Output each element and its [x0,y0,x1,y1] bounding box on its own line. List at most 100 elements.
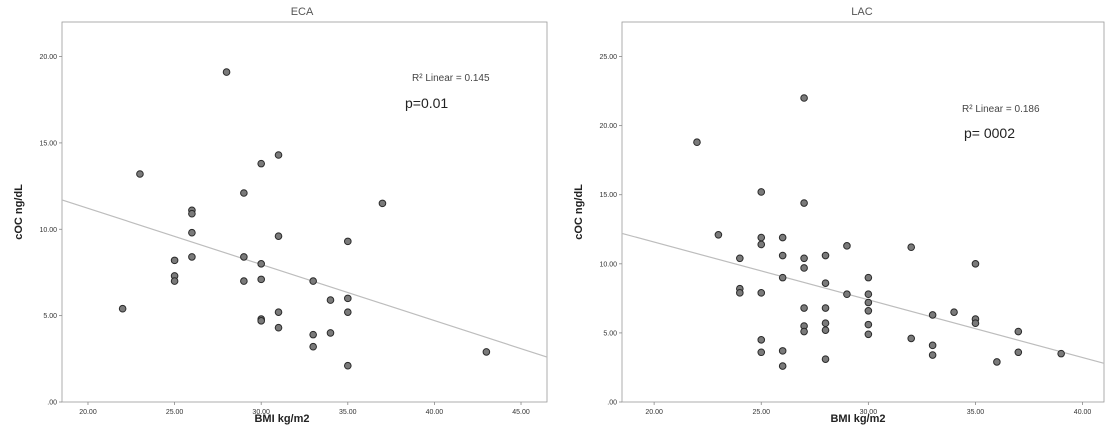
data-point [801,200,808,207]
data-point [951,309,958,316]
data-point [275,324,282,331]
data-point [801,265,808,272]
data-point [715,232,722,239]
data-point [694,139,701,146]
data-point [310,331,317,338]
data-point [865,299,872,306]
data-point [483,349,490,356]
data-point [865,274,872,281]
y-tick-label: 25.00 [599,54,617,61]
data-point [241,190,248,197]
data-point [779,252,786,259]
y-tick-label: 15.00 [599,192,617,199]
data-point [779,348,786,355]
p-value-annotation: p=0.01 [405,95,448,111]
data-point [258,276,265,283]
data-point [171,257,178,264]
data-point [801,328,808,335]
x-tick-label: 45.00 [512,409,530,416]
y-axis-label: cOC ng/dL [573,184,585,240]
data-point [737,255,744,262]
data-point [972,261,979,268]
x-tick-label: 35.00 [339,409,357,416]
data-point [758,290,765,297]
y-tick-label: 20.00 [39,54,57,61]
data-point [327,330,334,337]
data-point [379,200,386,207]
data-point [310,343,317,350]
data-point [822,305,829,312]
data-point [737,290,744,297]
data-point [822,252,829,259]
data-point [758,189,765,196]
data-point [758,349,765,356]
x-tick-label: 40.00 [1074,409,1092,416]
data-point [929,352,936,359]
x-tick-label: 30.00 [252,409,270,416]
y-tick-label: 5.00 [43,313,57,320]
data-point [345,295,352,302]
data-point [258,318,265,325]
eca-chart-panel: ECA BMI kg/m2 cOC ng/dL R² Linear = 0.14… [0,0,555,430]
y-tick-label: 20.00 [599,123,617,130]
x-tick-label: 30.00 [860,409,878,416]
chart-title: LAC [851,6,872,18]
data-point [310,278,317,285]
y-tick-label: 5.00 [603,330,617,337]
y-tick-label: 10.00 [39,227,57,234]
data-point [865,331,872,338]
r2-annotation: R² Linear = 0.186 [962,104,1040,115]
data-point [779,234,786,241]
data-point [1058,350,1065,357]
eca-scatter-chart: ECA BMI kg/m2 cOC ng/dL R² Linear = 0.14… [0,0,555,430]
data-point [189,254,196,261]
y-tick-label: 10.00 [599,261,617,268]
data-point [1015,328,1022,335]
r2-annotation: R² Linear = 0.145 [412,73,490,84]
data-point [758,337,765,344]
data-point [822,356,829,363]
data-point [822,327,829,334]
data-point [241,278,248,285]
data-point [801,255,808,262]
data-point [908,244,915,251]
data-point [865,308,872,315]
x-tick-label: 40.00 [426,409,444,416]
y-tick-label: .00 [607,400,617,407]
x-tick-label: 20.00 [79,409,97,416]
data-point [223,69,230,76]
data-point [908,335,915,342]
y-tick-label: 15.00 [39,140,57,147]
data-point [929,312,936,319]
data-point [779,363,786,370]
data-point [801,95,808,102]
data-point [258,160,265,167]
data-point [822,280,829,287]
data-point [1015,349,1022,356]
data-point [844,243,851,250]
data-point [275,309,282,316]
lac-scatter-chart: LAC BMI kg/m2 cOC ng/dL R² Linear = 0.18… [560,0,1107,430]
data-point [844,291,851,298]
data-point [189,229,196,236]
data-point [865,291,872,298]
data-point [801,305,808,312]
data-point [758,234,765,241]
data-point [137,171,144,178]
data-point [275,233,282,240]
x-tick-label: 25.00 [752,409,770,416]
lac-chart-panel: LAC BMI kg/m2 cOC ng/dL R² Linear = 0.18… [560,0,1107,430]
x-tick-label: 35.00 [967,409,985,416]
data-point [345,362,352,369]
data-point [189,210,196,217]
x-tick-label: 20.00 [645,409,663,416]
x-axis-label: BMI kg/m2 [830,413,885,425]
chart-title: ECA [291,6,314,18]
data-point [327,297,334,304]
data-point [994,359,1001,366]
data-point [822,320,829,327]
data-point [779,274,786,281]
data-point [865,321,872,328]
x-tick-label: 25.00 [166,409,184,416]
y-axis-label: cOC ng/dL [13,184,25,240]
